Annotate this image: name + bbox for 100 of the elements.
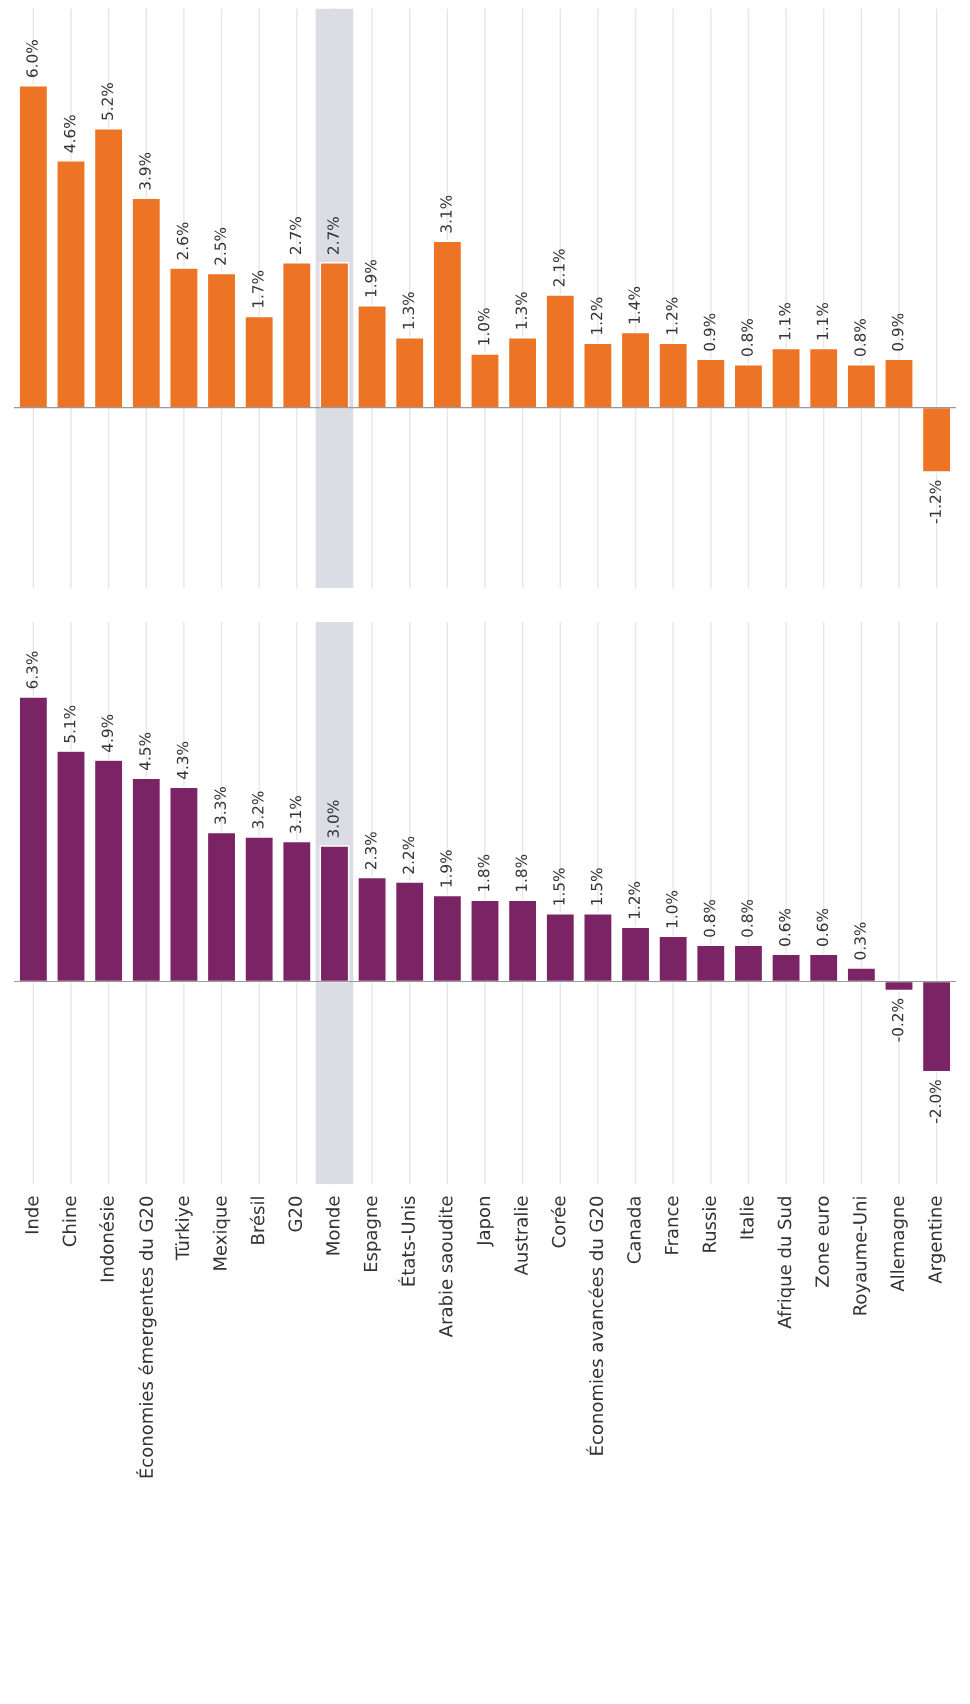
bar	[658, 342, 688, 409]
data-label: 1.9%	[364, 260, 377, 297]
data-label: 2.6%	[176, 222, 189, 260]
bar	[282, 262, 312, 409]
bar	[169, 267, 199, 409]
data-label: 3.9%	[139, 152, 151, 190]
bar	[357, 305, 387, 409]
data-label: 1.2%	[590, 297, 603, 334]
data-label: 0.3%	[854, 922, 866, 960]
bar	[394, 881, 425, 983]
data-label: 0.9%	[891, 313, 904, 351]
data-label: 4.5%	[139, 732, 151, 770]
bar	[244, 836, 274, 983]
bar	[733, 364, 764, 409]
bar	[244, 315, 274, 409]
data-label: 6.0%	[26, 40, 38, 77]
x-tick-label: Corée	[550, 1196, 566, 1248]
bar	[808, 953, 839, 983]
data-label: 1.5%	[590, 868, 603, 905]
bar	[131, 197, 162, 409]
x-tick-label: Inde	[24, 1196, 39, 1234]
bar	[206, 831, 237, 983]
data-label: 1.7%	[252, 270, 264, 308]
bar	[921, 980, 952, 1073]
bar	[131, 777, 162, 983]
bar	[93, 127, 124, 409]
data-label: 1.0%	[666, 890, 678, 928]
bar	[432, 894, 463, 983]
bar	[507, 899, 538, 983]
x-tick-label: Allemagne	[890, 1196, 908, 1292]
data-label: 5.2%	[101, 82, 114, 120]
data-label: 3.1%	[289, 796, 302, 833]
data-label: 1.2%	[666, 297, 678, 334]
data-label: 2.3%	[364, 832, 377, 869]
x-tick-label: Espagne	[363, 1196, 381, 1272]
bar	[56, 750, 86, 983]
data-label: 4.9%	[101, 714, 114, 752]
bar	[545, 294, 576, 409]
bar	[620, 926, 651, 983]
data-label: 6.3%	[26, 651, 38, 689]
data-label: 4.3%	[176, 741, 189, 780]
bar	[319, 845, 350, 983]
data-label: 3.3%	[214, 786, 226, 824]
data-label: -0.2%	[891, 998, 904, 1042]
x-tick-label: Australie	[513, 1196, 528, 1276]
bar	[206, 272, 237, 409]
data-label: 0.8%	[703, 899, 716, 937]
x-tick-label: Royaume-Uni	[852, 1197, 871, 1315]
x-tick-label: Italie	[739, 1196, 754, 1239]
data-label: 5.1%	[63, 705, 76, 743]
bar	[583, 342, 613, 409]
bar	[357, 876, 387, 983]
bar	[470, 899, 500, 983]
bar	[620, 331, 651, 409]
data-label: 3.2%	[252, 791, 264, 829]
x-tick-label: Économies avancées du G20	[586, 1196, 604, 1455]
bar	[733, 944, 764, 983]
data-label: 1.1%	[778, 302, 791, 340]
bar	[583, 913, 613, 983]
x-tick-label: Argentine	[927, 1196, 946, 1284]
data-label: 2.2%	[402, 836, 415, 874]
data-label: 1.8%	[515, 854, 528, 892]
data-label: 2.7%	[289, 217, 302, 254]
bar	[808, 347, 839, 409]
bar	[846, 967, 877, 983]
x-tick-label: Afrique du Sud	[777, 1197, 795, 1329]
data-label: 2.5%	[214, 227, 226, 265]
x-tick-label: Canada	[626, 1197, 641, 1264]
data-label: 0.6%	[816, 908, 829, 946]
bar	[545, 913, 576, 983]
bar	[319, 262, 350, 409]
data-label: 1.2%	[628, 881, 640, 919]
data-label: 0.8%	[741, 319, 753, 356]
bar	[282, 840, 312, 983]
x-tick-label: Mexique	[212, 1196, 231, 1270]
bar	[658, 935, 688, 983]
data-label: 0.9%	[703, 313, 716, 351]
bar	[56, 160, 86, 409]
data-label: 3.0%	[327, 800, 339, 838]
bar	[771, 953, 801, 983]
bar	[696, 944, 726, 983]
bar	[169, 786, 199, 983]
bar	[93, 759, 124, 983]
data-label: -2.0%	[929, 1080, 942, 1123]
bar	[470, 353, 500, 409]
x-tick-label: États-Unis	[398, 1196, 415, 1286]
data-label: -1.2%	[929, 480, 942, 524]
data-label: 0.8%	[741, 899, 753, 937]
bar	[507, 337, 538, 409]
data-label: 1.0%	[477, 308, 490, 345]
data-label: 0.6%	[778, 908, 791, 946]
data-label: 1.4%	[628, 286, 640, 324]
bar	[696, 358, 726, 409]
bar	[394, 337, 425, 409]
data-label: 1.3%	[402, 292, 415, 329]
bar	[18, 696, 49, 983]
data-label: 2.7%	[327, 217, 339, 254]
x-tick-label: Économies émergentes du G20	[136, 1196, 157, 1478]
x-tick-label: France	[665, 1196, 679, 1254]
bar	[18, 85, 49, 409]
